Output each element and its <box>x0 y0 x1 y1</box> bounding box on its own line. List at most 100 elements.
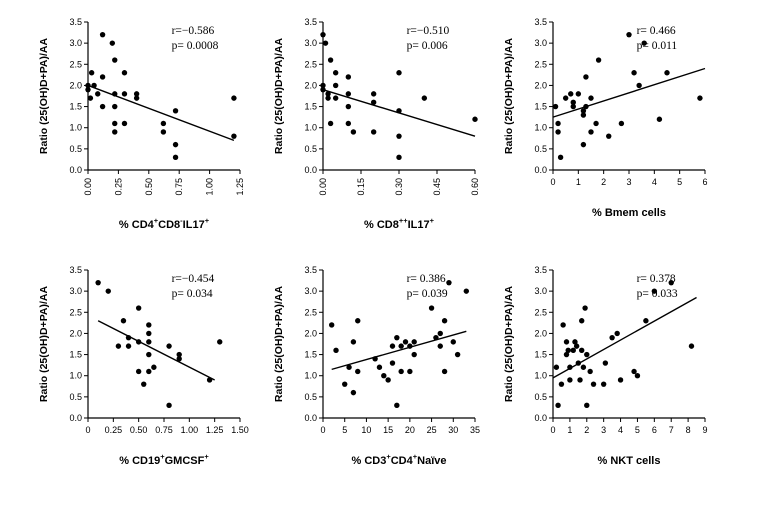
x-tick-label: 0 <box>85 425 90 435</box>
x-tick-label: 0.75 <box>155 425 173 435</box>
data-point <box>350 339 357 345</box>
data-point <box>567 364 573 370</box>
data-point <box>656 116 663 122</box>
data-point <box>125 343 132 349</box>
p-value-label: p= 0.034 <box>172 288 213 300</box>
data-point <box>558 381 565 387</box>
y-axis-label: Ratio (25(OH)D+PA)/AA <box>503 37 515 154</box>
data-point <box>146 322 152 328</box>
data-point <box>389 343 396 349</box>
data-point <box>631 70 637 76</box>
data-point <box>85 82 91 89</box>
data-point <box>651 288 658 294</box>
data-point <box>206 377 213 383</box>
x-tick-label: 6 <box>652 425 657 435</box>
x-tick-label: 15 <box>383 425 393 435</box>
p-value-label: p= 0.033 <box>637 288 678 300</box>
data-point <box>135 339 142 345</box>
data-point <box>121 70 128 76</box>
x-tick-label: 7 <box>669 425 674 435</box>
data-point <box>580 108 587 114</box>
correlation-r-label: r=−0.510 <box>407 25 450 37</box>
data-point <box>575 91 582 97</box>
data-point <box>120 318 127 324</box>
data-point <box>166 343 172 349</box>
data-point <box>450 339 456 345</box>
y-tick-label: 3.5 <box>304 17 317 27</box>
y-tick-label: 0.5 <box>304 392 317 402</box>
data-point <box>109 40 116 46</box>
data-point <box>332 82 339 89</box>
y-axis-label: Ratio (25(OH)D+PA)/AA <box>38 285 50 402</box>
data-point <box>135 305 142 311</box>
data-point <box>320 31 326 38</box>
x-tick-label: 0.25 <box>113 178 123 196</box>
data-point <box>570 347 576 354</box>
y-axis-label: Ratio (25(OH)D+PA)/AA <box>273 285 285 402</box>
y-tick-label: 1.5 <box>304 102 317 112</box>
y-tick-label: 3.5 <box>534 17 547 27</box>
data-point <box>372 356 378 362</box>
data-point <box>370 129 377 135</box>
data-point <box>583 103 589 110</box>
data-point <box>396 108 402 114</box>
y-tick-label: 1.0 <box>534 123 547 133</box>
correlation-r-label: r=−0.454 <box>172 273 215 285</box>
data-point <box>350 389 357 396</box>
data-point <box>575 360 582 366</box>
y-tick-label: 3.0 <box>534 38 547 48</box>
y-tick-label: 2.0 <box>534 328 547 338</box>
x-tick-label: 1.00 <box>181 425 199 435</box>
data-point <box>389 360 396 366</box>
y-tick-label: 1.0 <box>69 371 82 381</box>
data-point <box>668 279 674 286</box>
data-point <box>394 334 400 341</box>
data-point <box>320 86 326 93</box>
data-point <box>105 288 111 294</box>
data-point <box>587 368 593 375</box>
data-point <box>588 95 594 101</box>
data-point <box>345 74 352 80</box>
data-point <box>570 103 576 110</box>
data-point <box>631 368 637 375</box>
data-point <box>437 330 443 337</box>
data-point <box>563 351 570 358</box>
x-tick-label: 0.45 <box>432 178 442 196</box>
data-point <box>172 108 179 114</box>
data-point <box>328 322 335 328</box>
data-point <box>345 103 352 110</box>
data-point <box>172 141 179 148</box>
data-point <box>441 368 448 375</box>
y-tick-label: 0.0 <box>534 165 547 175</box>
x-tick-label: 35 <box>470 425 480 435</box>
data-point <box>463 288 470 294</box>
data-point <box>95 279 101 286</box>
data-point <box>217 339 223 345</box>
data-point <box>472 116 478 122</box>
data-point <box>552 103 559 110</box>
data-point <box>322 40 329 46</box>
x-tick-label: 9 <box>702 425 707 435</box>
x-tick-label: 0.00 <box>318 178 328 196</box>
data-point <box>582 305 588 311</box>
x-tick-label: 3 <box>626 177 631 187</box>
y-axis-label: Ratio (25(OH)D+PA)/AA <box>273 37 285 154</box>
data-point <box>398 343 404 349</box>
data-point <box>618 120 625 127</box>
data-point <box>133 95 140 101</box>
x-tick-label: 0.00 <box>83 178 93 196</box>
correlation-r-label: r= 0.466 <box>637 25 676 37</box>
data-point <box>333 347 339 354</box>
y-tick-label: 0.0 <box>304 165 317 175</box>
y-tick-label: 3.5 <box>304 265 317 275</box>
x-tick-label: 1 <box>567 425 572 435</box>
x-tick-label: 1.25 <box>206 425 224 435</box>
data-point <box>172 154 179 161</box>
data-point <box>567 377 573 383</box>
data-point <box>583 74 589 80</box>
x-axis-label: % CD3+CD4+Naïve <box>352 452 447 467</box>
data-point <box>151 364 157 370</box>
scatter-panel-bmem-cells: 0.0 0.5 1.0 1.5 2.0 2.5 3.0 3.5 0 1 2 3 4 5 6 Ratio (25… <box>503 17 708 219</box>
y-tick-label: 0.0 <box>69 413 82 423</box>
data-point <box>636 82 642 89</box>
